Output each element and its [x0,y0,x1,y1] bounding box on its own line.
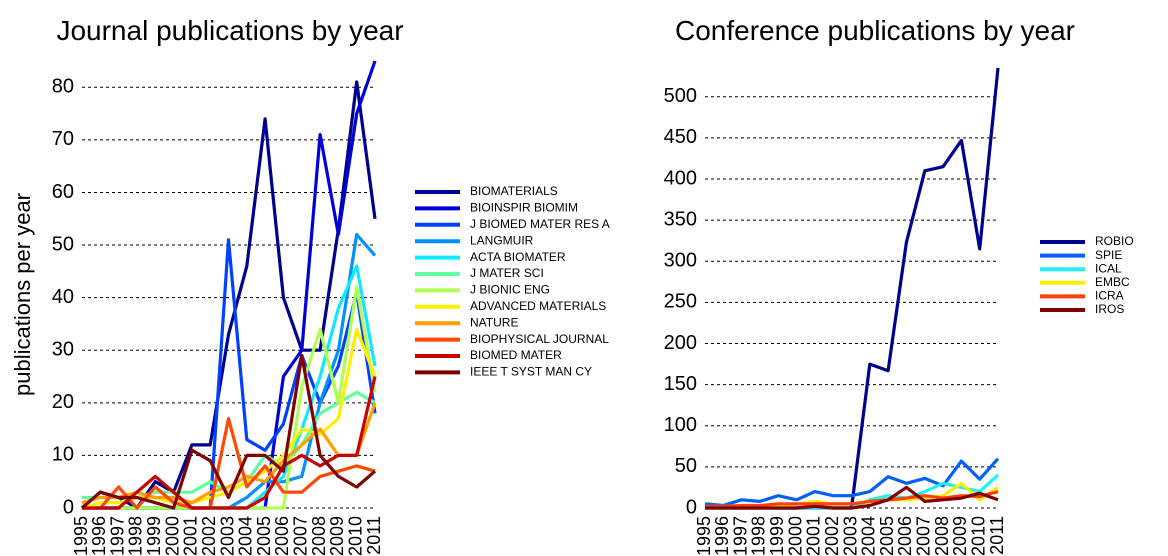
legend-label: J BIONIC ENG [470,283,550,297]
data-line [81,402,377,505]
x-tick-label: 2007 [914,516,934,556]
y-tick-label: 200 [664,332,697,354]
legend-label: EMBC [1095,275,1130,289]
y-tick-label: 250 [664,291,697,313]
x-tick-label: 2009 [950,516,970,556]
legend-label: J MATER SCI [470,266,544,280]
y-axis-label: publications per year [10,193,35,396]
x-tick-label: 1999 [144,516,164,556]
y-tick-label: 300 [664,250,697,272]
data-line [80,80,377,510]
y-tick-label: 10 [52,444,74,466]
legend-label: BIOPHYSICAL JOURNAL [470,332,609,346]
legend-label: ADVANCED MATERIALS [470,299,606,313]
legend-label: LANGMUIR [470,233,534,247]
data-line [705,490,999,508]
x-tick-label: 2005 [877,516,897,556]
y-tick-label: 40 [52,286,74,308]
legend-label: ICRA [1095,289,1124,303]
x-tick-label: 2011 [987,516,1007,555]
x-tick-label: 1998 [749,516,769,556]
x-tick-label: 2008 [932,516,952,556]
data-line [82,417,376,510]
x-tick-label: 2004 [236,516,256,556]
x-tick-label: 1996 [89,516,109,556]
y-tick-label: 50 [52,233,74,255]
legend-label: J BIOMED MATER RES A [470,217,610,231]
x-tick-label: 2007 [291,516,311,556]
legend-label: ACTA BIOMATER [470,250,566,264]
legend-label: NATURE [470,315,518,329]
y-tick-label: 50 [675,455,697,477]
x-tick-label: 2010 [968,516,988,556]
x-tick-label: 2008 [309,516,329,556]
x-tick-label: 1998 [126,516,146,556]
y-tick-label: 0 [63,496,74,518]
x-tick-label: 2011 [364,516,384,555]
x-tick-label: 2001 [804,516,824,556]
legend-label: SPIE [1095,248,1122,262]
x-tick-label: 1997 [107,516,127,556]
y-tick-label: 150 [664,373,697,395]
x-tick-label: 2006 [895,516,915,556]
y-tick-label: 20 [52,391,74,413]
x-tick-label: 2002 [822,516,842,556]
x-tick-label: 2000 [785,516,805,556]
legend-label: IROS [1095,302,1124,316]
x-tick-label: 2000 [162,516,182,556]
y-tick-label: 450 [664,126,697,148]
legend-label: BIOMATERIALS [470,184,558,198]
chart-title: Conference publications by year [675,15,1075,46]
legend-label: BIOMED MATER [470,348,562,362]
x-tick-label: 2010 [345,516,365,556]
y-tick-label: 80 [52,76,74,98]
y-tick-label: 70 [52,128,74,150]
data-line [704,457,1000,508]
y-tick-label: 500 [664,85,697,107]
x-tick-label: 2004 [859,516,879,556]
x-tick-label: 2001 [181,516,201,556]
x-tick-label: 2002 [199,516,219,556]
x-tick-label: 2003 [217,516,237,556]
x-tick-label: 2003 [840,516,860,556]
x-tick-label: 1995 [694,516,714,556]
data-line [80,353,377,510]
legend-label: BIOINSPIR BIOMIM [470,201,578,215]
y-tick-label: 60 [52,181,74,203]
legend-label: ICAL [1095,261,1122,275]
x-tick-label: 1996 [712,516,732,556]
data-line [705,67,1000,510]
y-tick-label: 0 [686,496,697,518]
x-tick-label: 2005 [254,516,274,556]
y-tick-label: 30 [52,339,74,361]
y-tick-label: 400 [664,167,697,189]
legend-label: ROBIO [1095,234,1134,248]
x-tick-label: 2009 [327,516,347,556]
x-tick-label: 1995 [71,516,91,556]
x-tick-label: 1999 [767,516,787,556]
y-tick-label: 100 [664,414,697,436]
chart-title: Journal publications by year [56,15,403,46]
legend-label: IEEE T SYST MAN CY [470,365,592,379]
x-tick-label: 2006 [272,516,292,556]
x-tick-label: 1997 [730,516,750,556]
y-tick-label: 350 [664,208,697,230]
data-line [705,485,999,510]
